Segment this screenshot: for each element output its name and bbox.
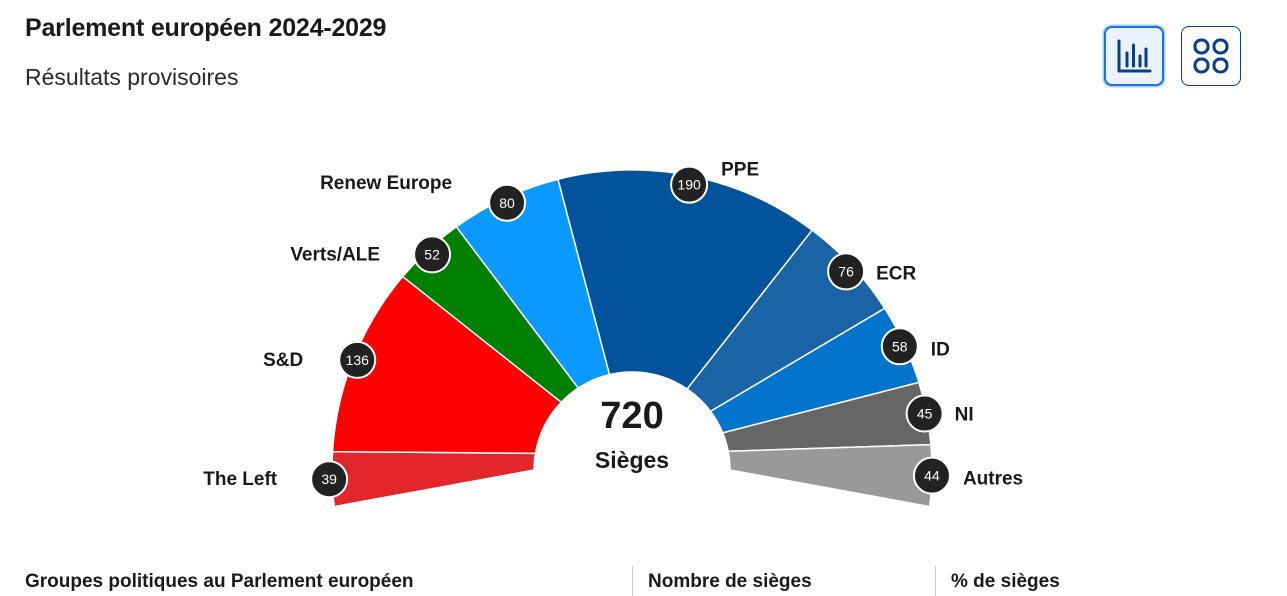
total-seats-value: 720 bbox=[600, 395, 663, 437]
seat-count-value: 52 bbox=[424, 246, 440, 262]
party-label: Autres bbox=[963, 469, 1023, 490]
party-label: Verts/ALE bbox=[290, 244, 380, 265]
seat-count-bubble: 45 bbox=[905, 394, 944, 433]
seat-count-bubble: 58 bbox=[880, 327, 919, 366]
seat-count-value: 136 bbox=[346, 352, 370, 368]
slice-s-d[interactable] bbox=[331, 275, 563, 455]
seat-count-bubble: 80 bbox=[488, 183, 527, 222]
seat-count-bubble: 136 bbox=[338, 340, 377, 379]
column-header-seats: Nombre de sièges bbox=[648, 571, 812, 592]
slice-autres[interactable] bbox=[727, 443, 933, 508]
total-seats-label: Sièges bbox=[595, 447, 669, 473]
results-table-header: Groupes politiques au Parlement européen… bbox=[0, 566, 1287, 596]
seat-count-bubble: 44 bbox=[912, 456, 951, 495]
seat-count-value: 80 bbox=[499, 195, 515, 211]
parliament-chart: 39 136 52 80 190 76 58 45 44 The Left S&D Verts/AL… bbox=[203, 160, 1023, 508]
party-label: ID bbox=[931, 339, 950, 360]
grid-view-button[interactable] bbox=[1181, 26, 1241, 86]
column-divider bbox=[935, 566, 936, 596]
column-divider bbox=[632, 566, 633, 596]
seat-count-value: 58 bbox=[892, 338, 908, 354]
seat-count-bubble: 190 bbox=[670, 165, 709, 204]
bar-chart-icon bbox=[1117, 39, 1152, 73]
party-label: NI bbox=[955, 405, 974, 426]
chart-view-button[interactable] bbox=[1104, 26, 1164, 86]
seat-count-value: 76 bbox=[838, 263, 854, 279]
grid-icon bbox=[1193, 38, 1229, 74]
column-header-percent: % de sièges bbox=[951, 571, 1060, 592]
party-label: PPE bbox=[721, 160, 759, 181]
slice-ppe[interactable] bbox=[557, 169, 814, 391]
slice-the-left[interactable] bbox=[331, 450, 537, 508]
seat-count-bubble: 76 bbox=[827, 252, 866, 291]
seat-count-bubble: 52 bbox=[413, 235, 452, 274]
page-title: Parlement européen 2024-2029 bbox=[25, 14, 387, 42]
party-label: ECR bbox=[876, 263, 916, 284]
seat-count-value: 44 bbox=[924, 468, 940, 484]
seat-count-bubble: 39 bbox=[310, 460, 349, 499]
seat-count-value: 190 bbox=[677, 177, 701, 193]
seat-count-value: 45 bbox=[917, 406, 933, 422]
page-subtitle: Résultats provisoires bbox=[25, 64, 239, 90]
column-header-groups: Groupes politiques au Parlement européen bbox=[25, 571, 414, 592]
party-label: S&D bbox=[263, 350, 303, 371]
party-label: The Left bbox=[203, 469, 278, 490]
seat-count-value: 39 bbox=[321, 471, 337, 487]
party-label: Renew Europe bbox=[320, 173, 452, 194]
